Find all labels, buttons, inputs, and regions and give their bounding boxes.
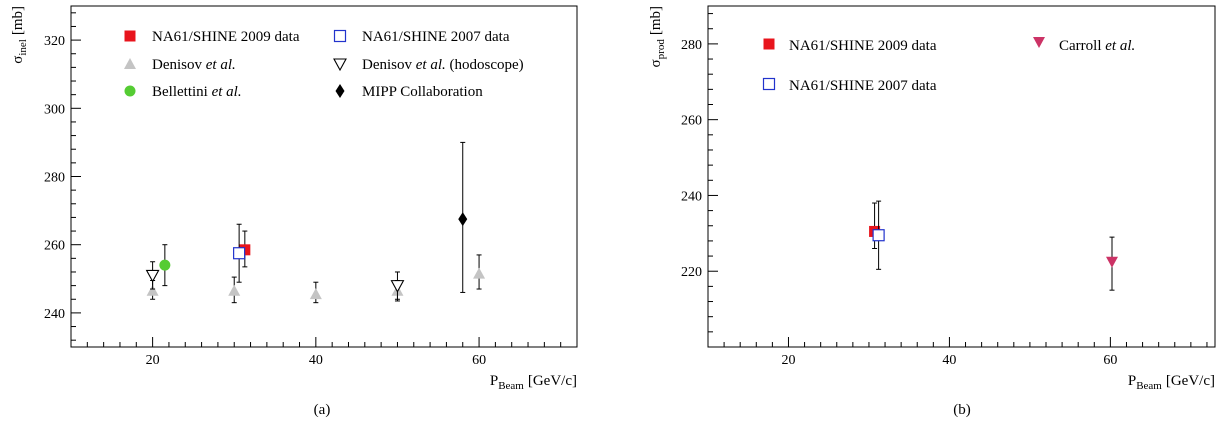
x-axis-label-sub: Beam: [1136, 380, 1162, 392]
x-axis-label-unit: [GeV/c]: [1166, 373, 1215, 389]
legend-text: MIPP Collaboration: [362, 84, 483, 100]
x-tick-label: 60: [472, 353, 486, 368]
legend-marker: [124, 85, 136, 97]
plot-frame: [707, 5, 1216, 348]
y-tick-label: 300: [44, 102, 65, 117]
axis-ticks: [70, 12, 578, 347]
legend-entry: NA61/SHINE 2009 data: [152, 29, 300, 45]
data-point: [145, 269, 160, 283]
data-point: [228, 284, 241, 296]
legend-text: Bellettini: [152, 84, 212, 100]
legend-marker: [124, 30, 136, 42]
x-axis-label-unit: [GeV/c]: [528, 373, 577, 389]
x-tick-label: 40: [942, 353, 956, 368]
data-point: [872, 229, 885, 242]
legend-entry: Denisov et al. (hodoscope): [362, 57, 524, 73]
chart-panel-a: 20 40 60 240 260 280 300 320 PBeam [GeV/c] σinel [m…: [10, 5, 578, 418]
data-point: [1105, 256, 1118, 268]
x-tick-label: 40: [309, 353, 323, 368]
data-point: [159, 259, 171, 271]
panel-label: (b): [953, 402, 971, 418]
legend-marker: [335, 84, 345, 98]
legend-marker: [333, 29, 347, 43]
data-point: [458, 212, 468, 227]
x-axis-label: PBeam [GeV/c]: [1128, 373, 1215, 392]
legend-marker: [762, 77, 776, 91]
legend-text: Denisov: [152, 57, 206, 73]
legend-marker: [333, 58, 347, 72]
legend: NA61/SHINE 2009 data NA61/SHINE 2007 data…: [762, 37, 1135, 94]
y-tick-label: 320: [44, 34, 65, 49]
y-axis-label-unit: [mb]: [648, 6, 664, 35]
legend-text: NA61/SHINE 2009 data: [152, 29, 300, 45]
legend-entry: NA61/SHINE 2009 data: [789, 38, 937, 54]
data-series: [458, 141, 468, 293]
axis-ticks: [707, 13, 1208, 348]
legend-entry: NA61/SHINE 2007 data: [789, 78, 937, 94]
legend-text: NA61/SHINE 2009 data: [789, 38, 937, 54]
x-axis-label-sub: Beam: [498, 380, 524, 392]
legend-text-italic: et al.: [206, 57, 236, 73]
x-axis-label-main: P: [1128, 373, 1136, 389]
data-point: [473, 267, 486, 279]
legend-text: NA61/SHINE 2007 data: [362, 29, 510, 45]
x-axis-label-main: P: [490, 373, 498, 389]
y-axis-label: σprod [mb]: [648, 6, 667, 67]
y-tick-label: 240: [681, 189, 702, 204]
data-series: [1105, 236, 1118, 291]
legend-marker: [763, 38, 775, 50]
y-axis-label-sub: inel: [17, 39, 29, 56]
data-point: [146, 284, 159, 296]
data-point: [390, 280, 405, 293]
data-series: [159, 244, 171, 287]
data-point: [233, 247, 246, 260]
y-tick-label: 280: [44, 171, 65, 186]
legend-marker: [124, 58, 136, 69]
x-tick-label: 20: [146, 353, 160, 368]
legend-entry: Carroll et al.: [1059, 38, 1135, 54]
x-tick-label: 60: [1103, 353, 1117, 368]
y-tick-label: 280: [681, 38, 702, 53]
legend-entry: MIPP Collaboration: [362, 84, 483, 100]
y-axis-label: σinel [mb]: [10, 6, 29, 64]
y-axis-label-main: σ: [10, 56, 26, 64]
legend-entry: Denisov et al.: [152, 57, 236, 73]
y-tick-label: 260: [681, 114, 702, 129]
legend-entry: NA61/SHINE 2007 data: [362, 29, 510, 45]
legend-marker: [1033, 37, 1045, 48]
y-tick-label: 240: [44, 307, 65, 322]
x-axis-label: PBeam [GeV/c]: [490, 373, 577, 392]
data-series: [146, 254, 486, 304]
legend-text-tail: (hodoscope): [446, 57, 524, 73]
y-tick-label: 220: [681, 265, 702, 280]
data-series: [233, 223, 246, 283]
legend-text: Carroll: [1059, 38, 1105, 54]
legend-text-italic: et al.: [1105, 38, 1135, 54]
legend: NA61/SHINE 2009 data NA61/SHINE 2007 data…: [124, 29, 524, 100]
error-bar: [872, 202, 878, 249]
data-series: [145, 261, 405, 300]
chart-panel-b: 20 40 60 220 240 260 280 PBeam [GeV/c] σprod [mb] (…: [648, 5, 1216, 418]
data-series: [872, 200, 885, 270]
y-axis-label-unit: [mb]: [10, 6, 26, 35]
y-tick-label: 260: [44, 239, 65, 254]
legend-text-italic: et al.: [416, 57, 446, 73]
x-tick-label: 20: [781, 353, 795, 368]
legend-entry: Bellettini et al.: [152, 84, 242, 100]
data-point: [309, 288, 322, 300]
y-axis-label-sub: prod: [655, 39, 667, 60]
legend-text: NA61/SHINE 2007 data: [789, 78, 937, 94]
legend-text-italic: et al.: [212, 84, 242, 100]
legend-text: Denisov: [362, 57, 416, 73]
panel-label: (a): [314, 402, 331, 418]
y-axis-label-main: σ: [648, 59, 664, 67]
